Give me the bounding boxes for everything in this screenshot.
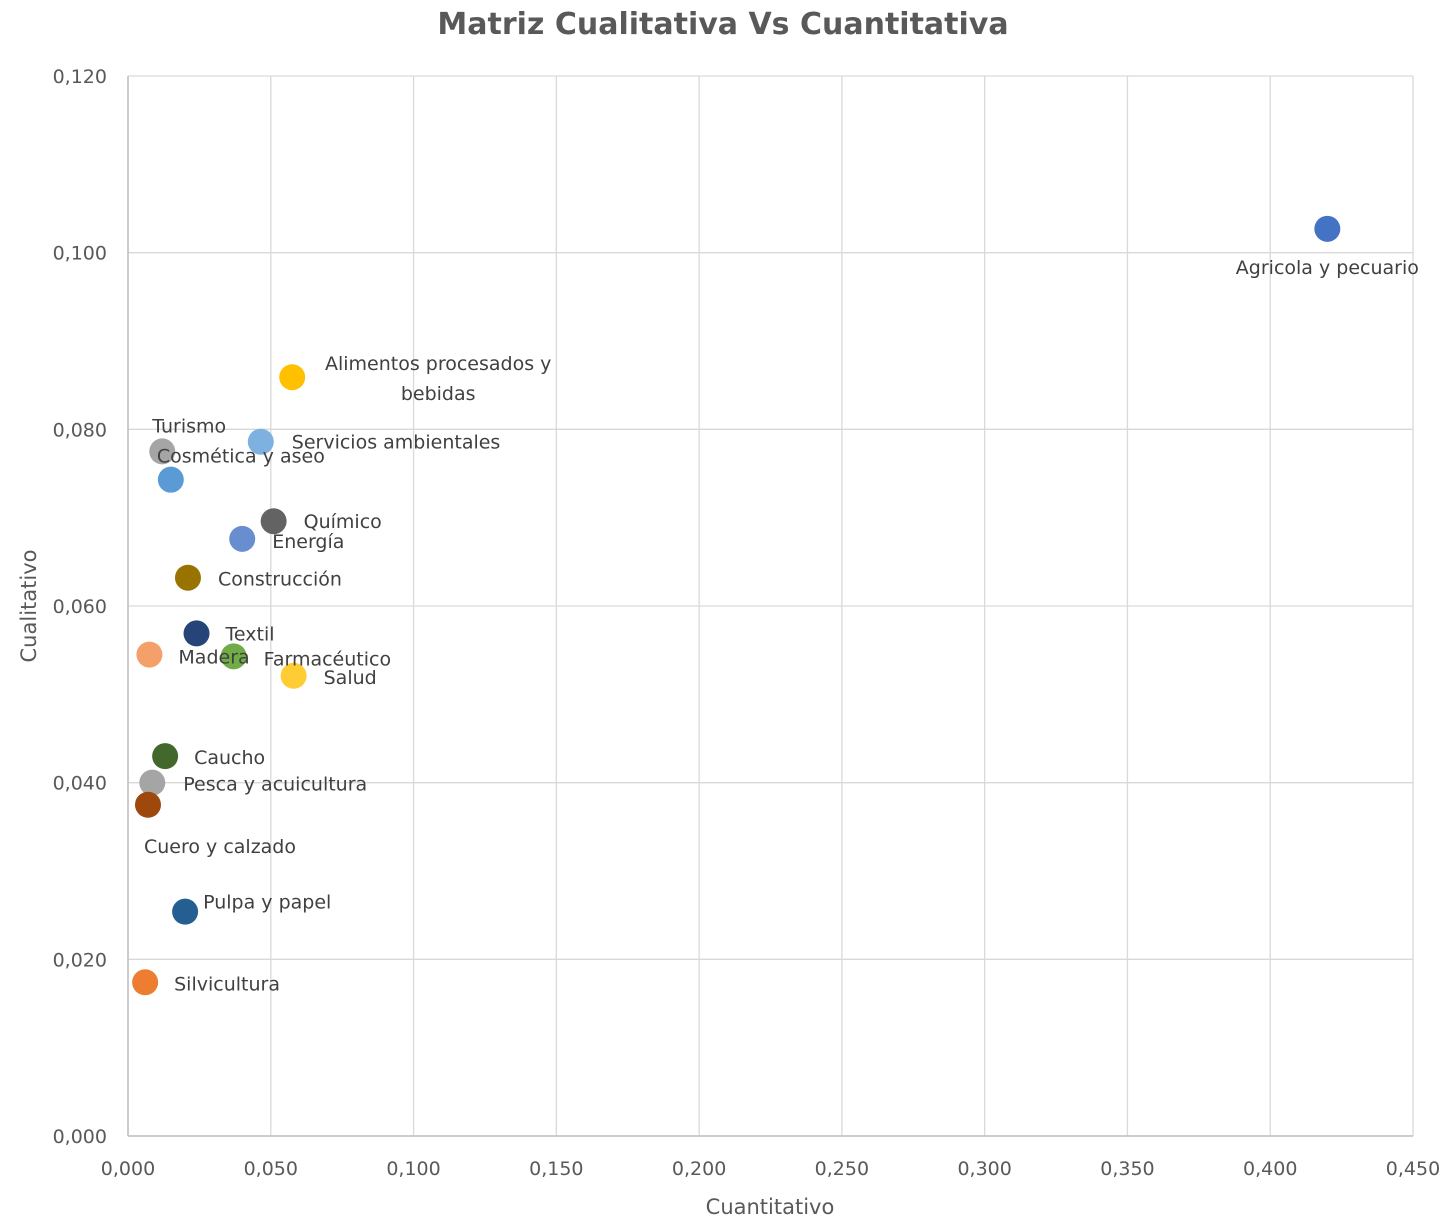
data-label: Caucho <box>194 747 265 769</box>
data-point <box>247 428 274 455</box>
y-tick-label: 0,040 <box>53 773 107 795</box>
data-point <box>279 364 306 391</box>
data-label: Silvicultura <box>174 973 280 995</box>
data-label: Salud <box>324 667 377 689</box>
data-labels: Agricola y pecuario Alimentos procesados … <box>144 257 1419 995</box>
tick-labels: 0,000 0,050 0,100 0,150 0,200 0,250 0,300 0,350… <box>53 66 1441 1180</box>
x-tick-label: 0,150 <box>529 1158 583 1180</box>
data-label: Alimentos procesados y <box>325 353 551 375</box>
data-label: Químico <box>304 511 382 533</box>
y-tick-label: 0,060 <box>53 596 107 618</box>
data-point <box>149 438 176 465</box>
x-axis-title: Cuantitativo <box>706 1195 835 1219</box>
data-point <box>172 898 199 925</box>
y-tick-label: 0,000 <box>53 1126 107 1148</box>
data-points <box>132 215 1341 996</box>
x-tick-label: 0,450 <box>1386 1158 1440 1180</box>
x-tick-label: 0,200 <box>672 1158 726 1180</box>
data-label: Turismo <box>151 415 226 437</box>
data-point <box>220 643 247 670</box>
data-label: Madera <box>178 647 249 669</box>
x-tick-label: 0,050 <box>244 1158 298 1180</box>
data-label: Cosmética y aseo <box>157 446 325 468</box>
data-point <box>260 508 287 535</box>
data-label: Agricola y pecuario <box>1236 257 1419 279</box>
data-label: Farmacéutico <box>264 648 391 670</box>
data-point <box>132 969 159 996</box>
x-tick-label: 0,250 <box>815 1158 869 1180</box>
x-tick-label: 0,300 <box>957 1158 1011 1180</box>
data-label: Energía <box>272 531 344 553</box>
data-label: bebidas <box>401 383 476 405</box>
y-tick-label: 0,020 <box>53 949 107 971</box>
x-tick-label: 0,100 <box>386 1158 440 1180</box>
data-point <box>280 662 307 689</box>
x-tick-label: 0,350 <box>1100 1158 1154 1180</box>
y-axis-title: Cualitativo <box>17 550 41 663</box>
data-point <box>136 641 163 668</box>
data-point <box>174 564 201 591</box>
data-label: Construcción <box>218 569 342 591</box>
data-point <box>1314 215 1341 242</box>
data-point <box>134 791 161 818</box>
y-tick-label: 0,080 <box>53 419 107 441</box>
data-point <box>139 769 166 796</box>
y-tick-label: 0,100 <box>53 243 107 265</box>
data-point <box>152 743 179 770</box>
data-point <box>229 525 256 552</box>
grid-lines <box>127 75 1414 1137</box>
data-point <box>157 466 184 493</box>
chart-title: Matriz Cualitativa Vs Cuantitativa <box>437 7 1008 42</box>
data-label: Pesca y acuicultura <box>183 774 367 796</box>
data-point <box>183 620 210 647</box>
data-label: Servicios ambientales <box>292 432 501 454</box>
data-label: Pulpa y papel <box>203 892 331 914</box>
data-label: Cuero y calzado <box>144 836 296 858</box>
data-label: Textil <box>225 623 275 645</box>
x-tick-label: 0,000 <box>101 1158 155 1180</box>
x-tick-label: 0,400 <box>1243 1158 1297 1180</box>
y-tick-label: 0,120 <box>53 66 107 88</box>
